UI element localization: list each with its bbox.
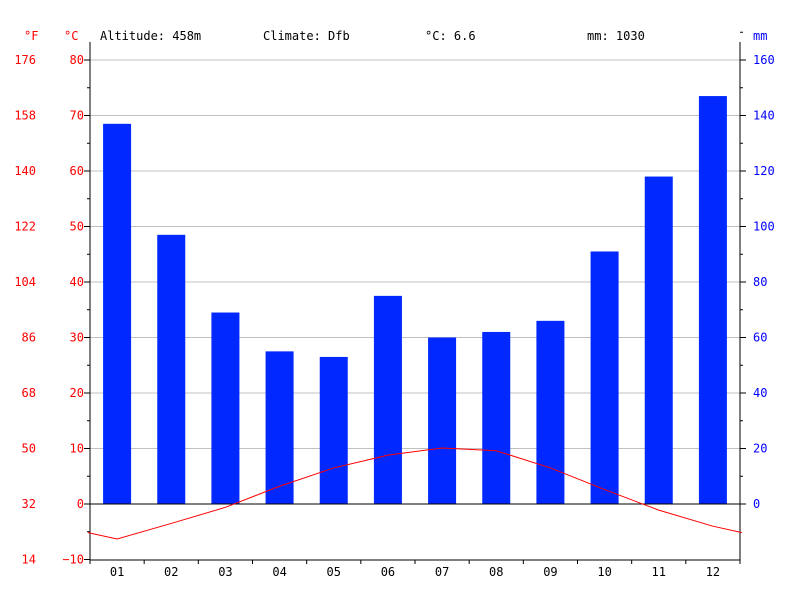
month-tick-label: 12: [706, 565, 720, 579]
mean-temp-label: °C: 6.6: [425, 29, 476, 43]
month-tick-label: 05: [327, 565, 341, 579]
fahrenheit-tick-label: 158: [14, 109, 36, 123]
fahrenheit-tick-label: 86: [22, 331, 36, 345]
celsius-tick-label: 20: [70, 386, 84, 400]
precip-bar-08: [482, 331, 511, 504]
climate-label: Climate: Dfb: [263, 29, 350, 43]
celsius-tick-label: 0: [77, 497, 84, 511]
mm-tick-label: 120: [753, 164, 775, 178]
mm-tick-label: 140: [753, 109, 775, 123]
month-tick-label: 07: [435, 565, 449, 579]
precipitation-bars: [103, 96, 727, 505]
mm-tick-label: 20: [753, 442, 767, 456]
month-tick-label: 09: [543, 565, 557, 579]
precip-bar-06: [373, 295, 402, 504]
month-tick-label: 02: [164, 565, 178, 579]
month-tick-label: 03: [218, 565, 232, 579]
mm-tick-label: 0: [753, 497, 760, 511]
month-tick-label: 10: [597, 565, 611, 579]
precip-bar-07: [428, 337, 457, 504]
precip-bar-11: [644, 176, 673, 505]
celsius-tick-label: 80: [70, 53, 84, 67]
precip-bar-02: [157, 234, 186, 504]
precip-bar-04: [265, 351, 294, 504]
mm-tick-label: 60: [753, 331, 767, 345]
axes: [84, 31, 746, 564]
tick-labels: −101403210502068308640104501226014070158…: [14, 53, 774, 579]
month-tick-label: 06: [381, 565, 395, 579]
total-precip-label: mm: 1030: [587, 29, 645, 43]
month-tick-label: 01: [110, 565, 124, 579]
month-tick-label: 04: [272, 565, 286, 579]
mm-tick-label: 100: [753, 220, 775, 234]
celsius-tick-label: 40: [70, 275, 84, 289]
month-tick-label: 08: [489, 565, 503, 579]
celsius-tick-label: −10: [62, 553, 84, 567]
month-tick-label: 11: [652, 565, 666, 579]
altitude-label: Altitude: 458m: [100, 29, 201, 43]
mm-tick-label: 80: [753, 275, 767, 289]
fahrenheit-tick-label: 104: [14, 275, 36, 289]
precip-bar-10: [590, 251, 619, 504]
fahrenheit-tick-label: 140: [14, 164, 36, 178]
precip-bar-01: [103, 123, 132, 504]
fahrenheit-tick-label: 176: [14, 53, 36, 67]
celsius-unit-label: °C: [64, 29, 78, 43]
celsius-tick-label: 60: [70, 164, 84, 178]
fahrenheit-tick-label: 122: [14, 220, 36, 234]
celsius-tick-label: 30: [70, 331, 84, 345]
celsius-tick-label: 50: [70, 220, 84, 234]
temperature-series-line: [87, 447, 743, 540]
gridlines: [90, 59, 740, 449]
mm-unit-label: mm: [753, 29, 767, 43]
fahrenheit-tick-label: 50: [22, 442, 36, 456]
celsius-tick-label: 10: [70, 442, 84, 456]
fahrenheit-tick-label: 14: [22, 553, 36, 567]
mm-tick-label: 160: [753, 53, 775, 67]
mm-tick-label: 40: [753, 386, 767, 400]
precip-bar-05: [319, 356, 348, 504]
precip-bar-09: [536, 320, 565, 504]
precip-bar-12: [698, 96, 727, 504]
fahrenheit-tick-label: 32: [22, 497, 36, 511]
temperature-line: [87, 447, 743, 540]
precip-bar-03: [211, 312, 240, 504]
fahrenheit-tick-label: 68: [22, 386, 36, 400]
fahrenheit-unit-label: °F: [24, 29, 38, 43]
celsius-tick-label: 70: [70, 109, 84, 123]
